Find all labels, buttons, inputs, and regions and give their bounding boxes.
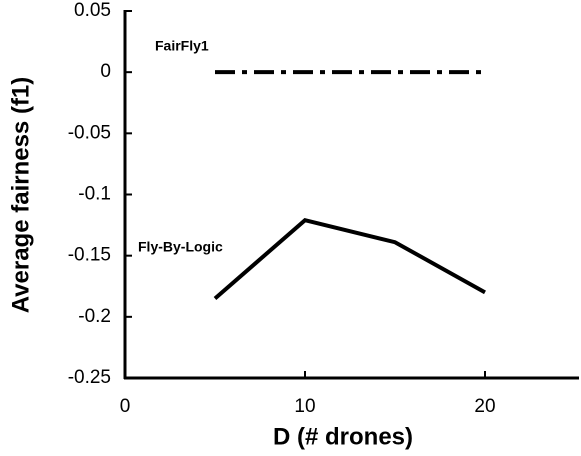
y-tick-label: -0.05: [68, 122, 111, 143]
series-line: [213, 218, 486, 300]
series-label: Fly-By-Logic: [138, 239, 223, 255]
y-tick-label: 0.05: [74, 0, 111, 21]
y-tick-label: -0.2: [78, 306, 111, 327]
x-tick-label: 20: [474, 396, 495, 417]
y-axis-label: Average fairness (f1): [7, 77, 34, 314]
x-tick-label: 10: [294, 396, 315, 417]
y-tick-label: 0: [100, 61, 111, 82]
x-axis-label: D (# drones): [273, 423, 413, 450]
y-tick-label: -0.15: [68, 245, 111, 266]
y-tick-label: -0.1: [78, 184, 111, 205]
y-tick-label: -0.25: [68, 367, 111, 388]
x-tick-label: 0: [120, 396, 131, 417]
series-label: FairFly1: [155, 38, 209, 54]
